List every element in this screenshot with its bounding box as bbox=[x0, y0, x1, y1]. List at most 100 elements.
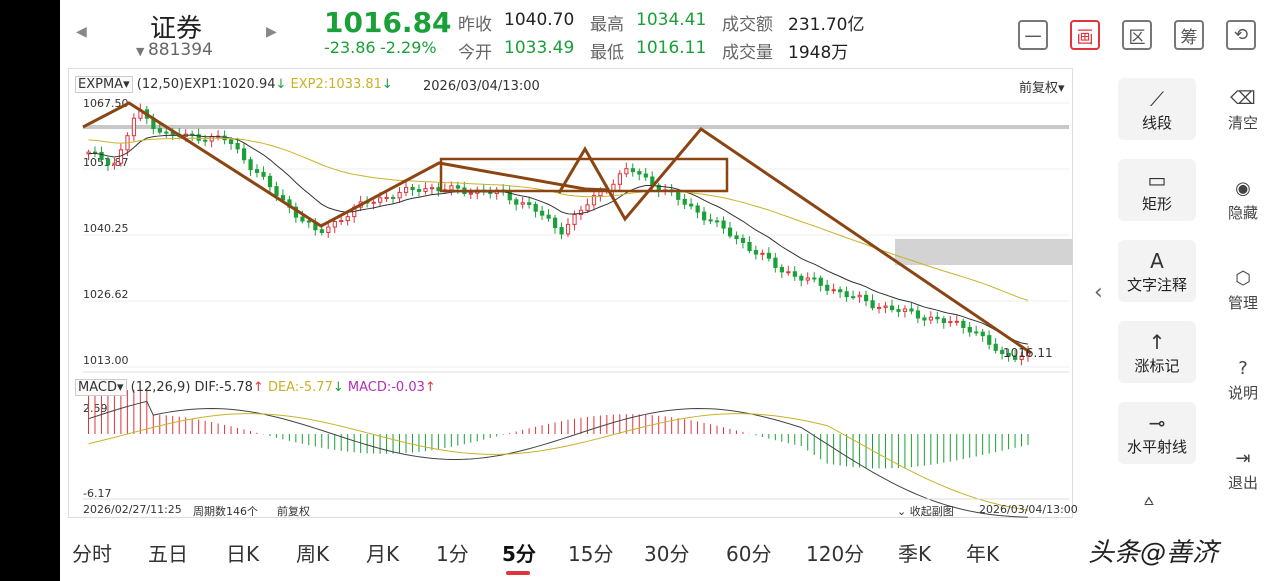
side-exit[interactable]: ⇥ 退出 bbox=[1210, 448, 1276, 493]
candle-body bbox=[449, 185, 454, 191]
candle-body bbox=[339, 220, 344, 223]
tab-周K[interactable]: 周K bbox=[296, 542, 330, 566]
side-manage[interactable]: ⬡ 管理 bbox=[1210, 268, 1276, 313]
candle-body bbox=[961, 320, 966, 328]
dropdown-icon: ▼ bbox=[136, 45, 148, 58]
candle-body bbox=[851, 296, 856, 299]
macd-value: MACD:-0.03 bbox=[347, 380, 425, 395]
side-help[interactable]: ? 说明 bbox=[1210, 358, 1276, 403]
candle-body bbox=[786, 271, 791, 274]
sub-indicator-selector[interactable]: MACD▾ bbox=[75, 379, 127, 396]
exp2-line bbox=[88, 137, 1029, 301]
trendline-drawing-2 bbox=[557, 127, 1032, 355]
price-change: -23.86 bbox=[324, 38, 376, 57]
line-segment-icon: ⟋ bbox=[1150, 86, 1164, 111]
candle-body bbox=[993, 343, 998, 351]
tab-1分[interactable]: 1分 bbox=[436, 542, 469, 566]
prev-stock-arrow-icon[interactable]: ◀ bbox=[76, 24, 87, 40]
footer-adjust: 前复权 bbox=[277, 505, 310, 518]
stock-code[interactable]: ▼ 881394 bbox=[136, 40, 213, 60]
exp2-arrow-icon: ↓ bbox=[381, 77, 393, 92]
chips-icon[interactable]: 筹 bbox=[1174, 20, 1204, 50]
exit-icon: ⇥ bbox=[1235, 448, 1251, 469]
candle-body bbox=[896, 309, 901, 312]
rotate-phone-icon[interactable]: ⟲ bbox=[1226, 20, 1256, 50]
footer-start-time: 2026/02/27/11:25 bbox=[83, 503, 182, 516]
help-icon: ? bbox=[1238, 358, 1248, 379]
candle-body bbox=[792, 271, 797, 277]
candle-body bbox=[702, 211, 707, 221]
candle-body bbox=[371, 201, 376, 204]
collapse-subchart-button[interactable]: ⌄ 收起副图 bbox=[897, 505, 954, 518]
tool-horizontal-ray[interactable]: ⊸ 水平射线 bbox=[1118, 402, 1196, 464]
tool-label: 线段 bbox=[1141, 113, 1172, 132]
candle-body bbox=[760, 252, 765, 255]
candle-body bbox=[689, 203, 694, 207]
more-tools-icon[interactable]: ⩟ bbox=[1144, 490, 1154, 509]
sub-params: (12,26,9) bbox=[130, 380, 191, 395]
dif-line bbox=[88, 400, 1029, 518]
y-tick-label: 1040.25 bbox=[83, 222, 129, 235]
candle-body bbox=[391, 196, 396, 199]
tool-line-segment[interactable]: ⟋ 线段 bbox=[1118, 78, 1196, 140]
candle-body bbox=[727, 227, 733, 237]
candle-body bbox=[624, 168, 629, 175]
arrow-mark-icon: ↑ bbox=[1148, 329, 1166, 354]
indicator-selector[interactable]: EXPMA▾ bbox=[75, 76, 133, 93]
candle-body bbox=[695, 205, 700, 213]
expand-tools-chevron-icon[interactable]: ‹ bbox=[1094, 280, 1103, 305]
candle-body bbox=[935, 316, 940, 320]
candle-body bbox=[747, 242, 752, 252]
kline-chart[interactable]: 1067.50 1053.87 1040.25 1026.62 1013.00 1016.… bbox=[69, 69, 1074, 519]
candle-body bbox=[248, 159, 253, 171]
candle-body bbox=[591, 195, 597, 206]
candle-body bbox=[326, 226, 331, 233]
tab-季K[interactable]: 季K bbox=[898, 542, 932, 566]
collapse-icon: ⌄ bbox=[897, 505, 910, 518]
candle-body bbox=[902, 308, 908, 312]
side-clear[interactable]: ⌫ 清空 bbox=[1210, 88, 1276, 133]
candle-body bbox=[572, 214, 577, 225]
tab-5分[interactable]: 5分 bbox=[502, 542, 536, 566]
candle-body bbox=[514, 199, 519, 205]
candle-body bbox=[585, 204, 590, 211]
tab-120分[interactable]: 120分 bbox=[806, 542, 865, 566]
region-icon[interactable]: 区 bbox=[1122, 20, 1152, 50]
tab-五日[interactable]: 五日 bbox=[148, 542, 188, 566]
exp1-arrow-icon: ↓ bbox=[275, 77, 287, 92]
candle-body bbox=[203, 139, 208, 142]
stat-label: 昨收 bbox=[458, 15, 492, 35]
chart-panel[interactable]: 1067.50 1053.87 1040.25 1026.62 1013.00 1016.… bbox=[68, 68, 1078, 519]
candle-body bbox=[773, 257, 778, 268]
candle-body bbox=[1000, 349, 1005, 355]
candle-body bbox=[909, 308, 914, 312]
candle-body bbox=[306, 220, 312, 223]
tab-年K[interactable]: 年K bbox=[966, 542, 1000, 566]
adjust-selector[interactable]: 前复权▾ bbox=[1019, 81, 1065, 96]
side-label: 管理 bbox=[1227, 294, 1258, 312]
candle-body bbox=[753, 250, 759, 255]
tab-30分[interactable]: 30分 bbox=[644, 542, 690, 566]
tool-label: 文字注释 bbox=[1126, 275, 1187, 294]
tab-月K[interactable]: 月K bbox=[366, 542, 400, 566]
tool-text-note[interactable]: A 文字注释 bbox=[1118, 240, 1196, 302]
tool-rectangle[interactable]: ▭ 矩形 bbox=[1118, 159, 1196, 221]
stat-value: 1034.41 bbox=[636, 10, 707, 30]
macd-y-bottom: -6.17 bbox=[83, 487, 111, 500]
candle-body bbox=[540, 210, 545, 216]
eye-icon: ◉ bbox=[1235, 178, 1251, 199]
draw-icon[interactable]: 画 bbox=[1070, 20, 1100, 50]
candle-body bbox=[196, 134, 201, 141]
tab-15分[interactable]: 15分 bbox=[568, 542, 614, 566]
side-eye[interactable]: ◉ 隐藏 bbox=[1210, 178, 1276, 223]
tool-arrow-mark[interactable]: ↑ 涨标记 bbox=[1118, 321, 1196, 383]
candle-body bbox=[468, 192, 473, 195]
minus-box-icon[interactable]: 一 bbox=[1018, 20, 1048, 50]
candle-body bbox=[1013, 355, 1018, 360]
tab-60分[interactable]: 60分 bbox=[726, 542, 772, 566]
next-stock-arrow-icon[interactable]: ▶ bbox=[266, 24, 277, 40]
tab-分时[interactable]: 分时 bbox=[72, 542, 112, 566]
tab-日K[interactable]: 日K bbox=[226, 542, 260, 566]
tool-label: 矩形 bbox=[1141, 194, 1172, 213]
candle-body bbox=[403, 186, 409, 193]
